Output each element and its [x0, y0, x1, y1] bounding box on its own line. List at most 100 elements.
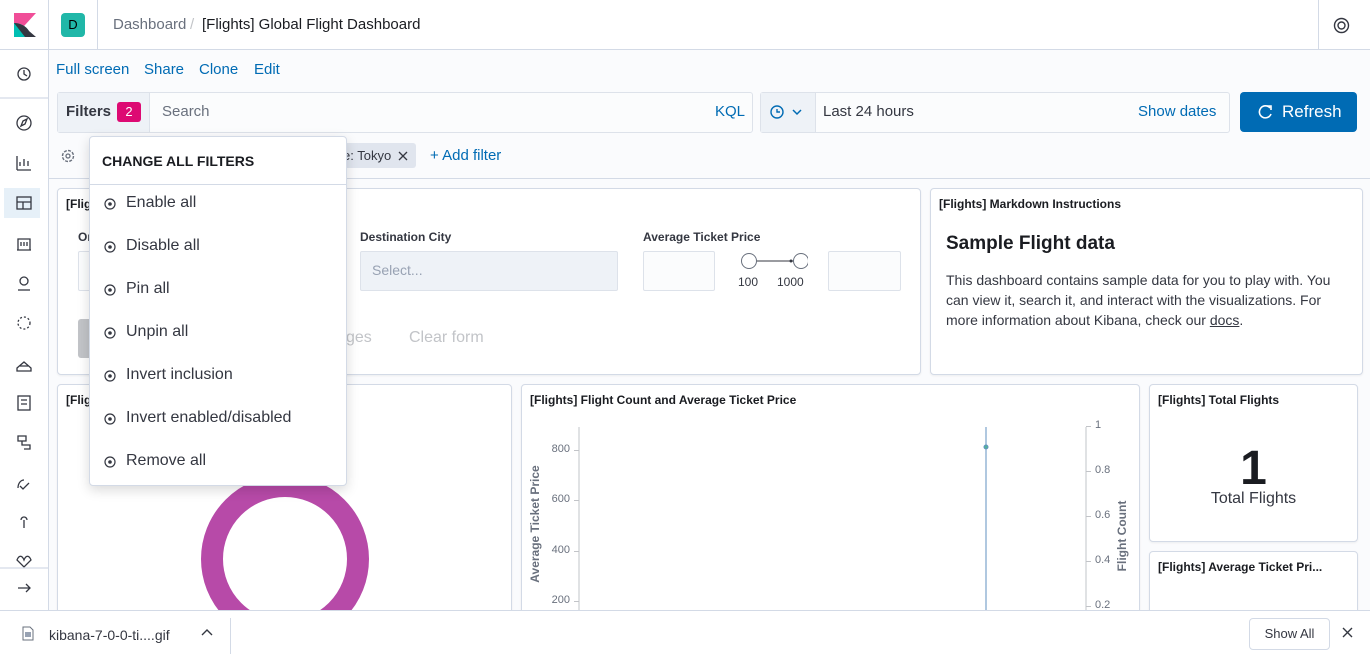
- popover-item[interactable]: Unpin all: [126, 323, 189, 340]
- file-icon: [22, 626, 34, 641]
- y-tick-label: 800: [551, 443, 570, 455]
- y-axis-title: Average Ticket Price: [528, 465, 542, 583]
- panel-title: [Flights] Average Ticket Pri...: [1158, 560, 1323, 574]
- y-tick: [574, 600, 579, 602]
- help-icon[interactable]: [1333, 17, 1350, 34]
- divider: [49, 178, 1370, 179]
- nav-link[interactable]: Clone: [199, 61, 239, 78]
- clear-form[interactable]: Clear form: [409, 329, 484, 346]
- chart-panel: [Flights] Flight Count and Average Ticke…: [521, 384, 1140, 626]
- kibana-logo[interactable]: [14, 13, 36, 37]
- panel-title: [Flig: [66, 393, 92, 407]
- space-avatar[interactable]: D: [61, 13, 85, 37]
- apply-changes[interactable]: ges: [346, 329, 372, 346]
- select-placeholder: Select...: [372, 262, 423, 278]
- markdown-text: This dashboard contains sample data for …: [946, 272, 1331, 328]
- y2-tick: [1086, 516, 1091, 517]
- panel-title: [Flights] Markdown Instructions: [939, 197, 1121, 211]
- y-tick: [574, 550, 579, 552]
- popover-item[interactable]: Enable all: [126, 194, 197, 211]
- popover-item-icon: [104, 370, 116, 382]
- popover-item-icon: [104, 198, 116, 210]
- filter-remove[interactable]: [398, 151, 408, 161]
- docs-link[interactable]: docs: [1209, 312, 1240, 328]
- breadcrumb-separator: /: [190, 16, 195, 33]
- range-max-input[interactable]: [828, 251, 901, 291]
- markdown-text: .: [1239, 312, 1244, 328]
- filter-popover: CHANGE ALL FILTERS Enable all Disable all…: [89, 136, 347, 486]
- metric-value: 1: [1240, 442, 1267, 495]
- markdown-heading: Sample Flight data: [946, 233, 1115, 254]
- close-download-bar[interactable]: [1342, 627, 1353, 638]
- y-tick: [574, 450, 579, 451]
- nav-link[interactable]: Share: [144, 61, 185, 78]
- range-slider[interactable]: [738, 251, 808, 271]
- y-tick: [574, 500, 579, 502]
- panel-title: [Flig: [66, 197, 92, 211]
- time-range[interactable]: Last 24 hours: [823, 103, 914, 120]
- filter-pill-label[interactable]: e: Tokyo: [343, 148, 392, 163]
- divider: [1318, 0, 1319, 49]
- y-tick-label: 200: [551, 593, 570, 606]
- breadcrumb-current: [Flights] Global Flight Dashboard: [202, 16, 421, 33]
- range-min-input[interactable]: [643, 251, 715, 291]
- field-label: Destination City: [360, 230, 452, 244]
- y2-tick-label: 0.8: [1095, 464, 1111, 476]
- y2-tick: [1086, 606, 1091, 607]
- panel-title: [Flights] Total Flights: [1158, 393, 1280, 407]
- y2-tick: [1086, 471, 1091, 472]
- nav-link[interactable]: Edit: [254, 61, 280, 78]
- popover-item[interactable]: Invert enabled/disabled: [126, 409, 292, 426]
- y2-axis-title: Flight Count: [1115, 500, 1129, 572]
- side-nav-icons[interactable]: [0, 50, 48, 610]
- field-label: Or: [78, 230, 93, 244]
- popover-item[interactable]: Disable all: [126, 237, 200, 254]
- popover-item-icon: [104, 413, 116, 425]
- filter-settings-icon[interactable]: [60, 148, 76, 164]
- show-all-button[interactable]: Show All: [1249, 618, 1330, 650]
- download-file[interactable]: kibana-7-0-0-ti....gif: [49, 627, 170, 643]
- metric-label: Total Flights: [1210, 490, 1297, 507]
- metric-panel: [Flights] Total Flights 1 Total Flights: [1149, 384, 1358, 542]
- download-menu[interactable]: [201, 628, 213, 638]
- y2-tick-label: 1: [1095, 419, 1102, 431]
- quick-menu-bg: [761, 93, 816, 132]
- popover-item-icon: [104, 327, 116, 339]
- popover-item-icon: [104, 456, 116, 468]
- popover-item[interactable]: Invert inclusion: [126, 366, 233, 383]
- panel-title: [Flights] Flight Count and Average Ticke…: [530, 393, 797, 407]
- filter-count-badge: 2: [117, 102, 141, 122]
- date-picker: [760, 92, 1230, 133]
- download-bar: [0, 610, 1370, 662]
- divider: [97, 0, 98, 49]
- y2-tick-label: 0.6: [1095, 509, 1111, 521]
- divider: [90, 184, 346, 185]
- quick-menu-icon[interactable]: [769, 104, 807, 120]
- add-filter[interactable]: + Add filter: [430, 147, 502, 164]
- y2-tick: [1086, 561, 1091, 562]
- breadcrumb[interactable]: Dashboard: [113, 16, 187, 33]
- popover-item[interactable]: Remove all: [126, 452, 207, 469]
- destination-select[interactable]: [360, 251, 618, 291]
- popover-title: CHANGE ALL FILTERS: [102, 153, 255, 169]
- popover-item[interactable]: Pin all: [126, 280, 170, 297]
- query-bar: [57, 92, 753, 133]
- search-input[interactable]: Search: [162, 103, 210, 120]
- nav-link[interactable]: Full screen: [56, 61, 130, 78]
- divider: [48, 0, 49, 49]
- header: [0, 0, 1370, 50]
- show-dates[interactable]: Show dates: [1138, 103, 1217, 120]
- markdown-panel: [Flights] Markdown Instructions Sample F…: [930, 188, 1363, 375]
- popover-item-icon: [104, 241, 116, 253]
- markdown-body: This dashboard contains sample data for …: [946, 270, 1346, 330]
- query-language[interactable]: KQL: [715, 103, 746, 120]
- filters-button[interactable]: Filters: [66, 103, 112, 120]
- y2-tick: [1086, 426, 1091, 427]
- refresh-icon: [1258, 105, 1272, 119]
- divider: [230, 618, 231, 654]
- chart-area: [578, 427, 1087, 625]
- y-tick-label: 400: [551, 543, 570, 556]
- refresh-label[interactable]: Refresh: [1282, 102, 1342, 121]
